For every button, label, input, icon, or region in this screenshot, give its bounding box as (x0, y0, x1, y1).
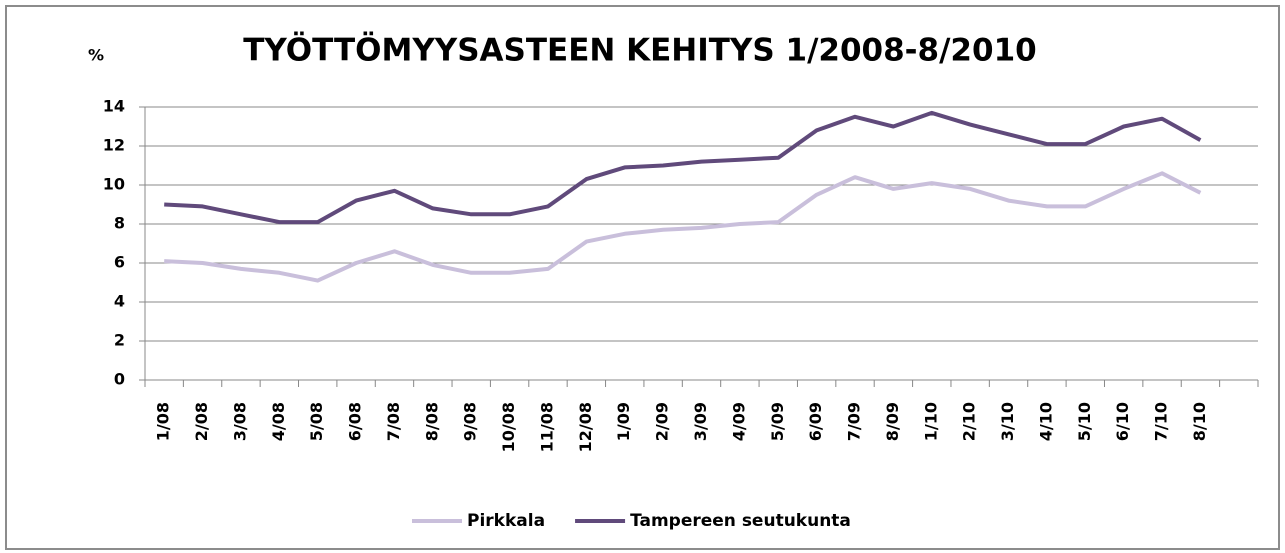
series-line (164, 171, 1202, 283)
legend-label: Tampereen seutukunta (630, 511, 851, 531)
x-tick-label: 6/08 (346, 402, 365, 441)
x-tick-label: 9/08 (461, 402, 480, 441)
x-tick-label: 1/08 (154, 402, 173, 441)
x-tick-label: 5/10 (1075, 402, 1094, 441)
y-tick-label: 2 (114, 331, 125, 350)
x-tick-label: 7/10 (1152, 402, 1171, 441)
chart-title: TYÖTTÖMYYSASTEEN KEHITYS 1/2008-8/2010 (243, 32, 1036, 69)
x-tick-label: 3/08 (230, 402, 249, 441)
x-tick-label: 4/08 (269, 402, 288, 441)
x-tick-label: 4/10 (1036, 402, 1055, 441)
x-tick-label: 2/10 (960, 402, 979, 441)
x-tick-label: 7/08 (384, 402, 403, 441)
x-tick-label: 3/09 (691, 402, 710, 441)
x-tick-label: 10/08 (499, 402, 518, 452)
chart-frame (5, 5, 1280, 550)
x-tick-label: 8/10 (1190, 402, 1209, 441)
x-tick-label: 6/10 (1113, 402, 1132, 441)
y-tick-label: 10 (103, 175, 125, 194)
y-tick-label: 0 (114, 370, 125, 389)
x-tick-label: 2/08 (192, 402, 211, 441)
y-tick-label: 4 (114, 292, 125, 311)
series-line (164, 110, 1202, 225)
y-tick-label: 12 (103, 136, 125, 155)
legend-label: Pirkkala (467, 511, 545, 531)
x-tick-label: 5/09 (768, 402, 787, 441)
x-tick-label: 11/08 (537, 402, 556, 452)
x-tick-label: 4/09 (729, 402, 748, 441)
x-tick-label: 5/08 (307, 402, 326, 441)
y-tick-label: 14 (103, 97, 125, 116)
x-tick-label: 8/08 (422, 402, 441, 441)
x-tick-label: 12/08 (576, 402, 595, 452)
x-tick-label: 7/09 (845, 402, 864, 441)
x-tick-label: 6/09 (806, 402, 825, 441)
x-tick-label: 1/10 (921, 402, 940, 441)
x-tick-label: 1/09 (614, 402, 633, 441)
x-tick-label: 2/09 (653, 402, 672, 441)
y-tick-label: 8 (114, 214, 125, 233)
y-axis-label: % (88, 46, 104, 65)
y-tick-label: 6 (114, 253, 125, 272)
x-tick-label: 8/09 (883, 402, 902, 441)
x-tick-label: 3/10 (998, 402, 1017, 441)
